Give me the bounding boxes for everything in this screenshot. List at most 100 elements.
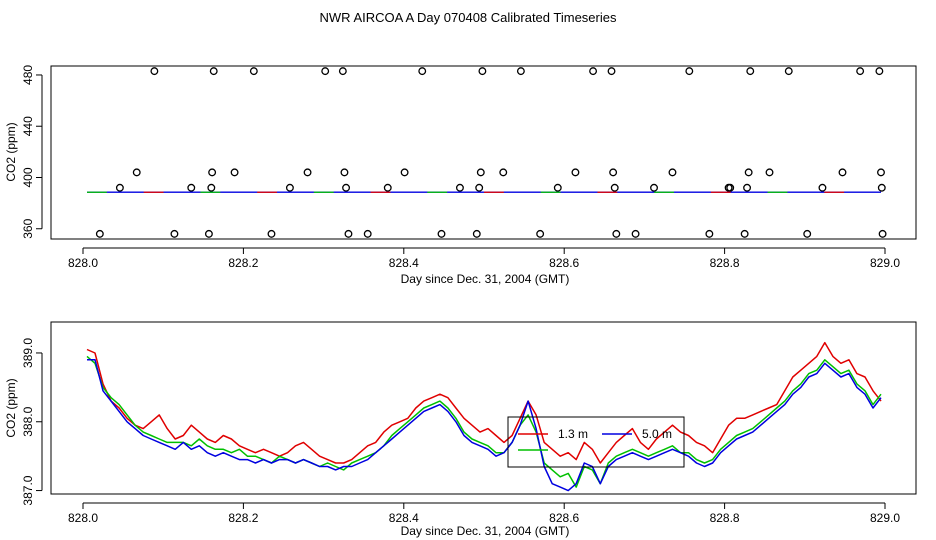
scatter-point xyxy=(784,67,793,76)
scatter-point xyxy=(610,183,619,192)
scatter-point xyxy=(478,67,487,76)
top-y-tick-label: 400 xyxy=(21,167,35,187)
bottom-y-tick-label: 387.0 xyxy=(21,475,35,505)
series-line-green xyxy=(86,355,882,488)
scatter-point xyxy=(187,183,196,192)
top-x-tick-label: 828.2 xyxy=(228,256,258,270)
bottom-panel: 828.0 828.2 828.4 828.6 828.8 829.0 387.0 388.… xyxy=(4,321,917,538)
scatter-point xyxy=(132,168,141,177)
scatter-point xyxy=(740,229,749,238)
top-y-axis-label: CO2 (ppm) xyxy=(4,122,18,181)
bottom-y-tick-label: 388.0 xyxy=(21,406,35,436)
bottom-plot-frame xyxy=(50,321,917,495)
bottom-x-tick-label: 828.6 xyxy=(549,511,579,525)
scatter-point xyxy=(207,183,216,192)
bottom-x-tick-label: 828.8 xyxy=(710,511,740,525)
scatter-point xyxy=(726,183,735,192)
scatter-point xyxy=(437,229,446,238)
scatter-point xyxy=(612,229,621,238)
scatter-point xyxy=(321,67,330,76)
top-y-tick-label: 440 xyxy=(21,116,35,136)
bottom-line-series xyxy=(86,341,882,492)
scatter-point xyxy=(878,229,887,238)
scatter-point xyxy=(803,229,812,238)
scatter-point xyxy=(204,229,213,238)
scatter-point xyxy=(609,168,618,177)
top-scatter-points xyxy=(95,67,887,238)
bottom-x-tick-label: 829.0 xyxy=(870,511,900,525)
bottom-x-tick-label: 828.4 xyxy=(389,511,419,525)
scatter-point xyxy=(685,67,694,76)
scatter-point xyxy=(208,168,217,177)
top-y-tick-label: 360 xyxy=(21,218,35,238)
scatter-point xyxy=(472,229,481,238)
page-title: NWR AIRCOA A Day 070408 Calibrated Times… xyxy=(320,10,617,25)
bottom-x-tick-label: 828.2 xyxy=(228,511,258,525)
scatter-point xyxy=(607,67,616,76)
scatter-point xyxy=(668,168,677,177)
scatter-point xyxy=(743,183,752,192)
scatter-point xyxy=(344,229,353,238)
top-x-tick-label: 829.0 xyxy=(870,256,900,270)
scatter-point xyxy=(342,183,351,192)
scatter-point xyxy=(115,183,124,192)
scatter-point xyxy=(875,67,884,76)
scatter-point xyxy=(856,67,865,76)
series-line-red xyxy=(86,341,882,464)
scatter-point xyxy=(338,67,347,76)
scatter-point xyxy=(631,229,640,238)
scatter-point xyxy=(285,183,294,192)
scatter-point xyxy=(150,67,159,76)
scatter-point xyxy=(267,229,276,238)
top-x-tick-label: 828.4 xyxy=(389,256,419,270)
scatter-point xyxy=(170,229,179,238)
scatter-point xyxy=(230,168,239,177)
scatter-point xyxy=(400,168,409,177)
scatter-point xyxy=(571,168,580,177)
bottom-y-axis-label: CO2 (ppm) xyxy=(4,378,18,437)
legend: 1.3 m 5.0 m xyxy=(507,416,685,468)
legend-box xyxy=(507,416,685,468)
scatter-point xyxy=(340,168,349,177)
scatter-point xyxy=(209,67,218,76)
scatter-point xyxy=(877,183,886,192)
top-y-tick-label: 480 xyxy=(21,65,35,85)
scatter-point xyxy=(475,183,484,192)
top-panel: 828.0 828.2 828.4 828.6 828.8 829.0 360 400 440… xyxy=(4,65,917,286)
scatter-point xyxy=(705,229,714,238)
scatter-point xyxy=(249,67,258,76)
scatter-point xyxy=(746,67,755,76)
top-x-axis: 828.0 828.2 828.4 828.6 828.8 829.0 xyxy=(68,247,900,270)
top-plot-frame xyxy=(50,65,917,240)
scatter-point xyxy=(818,183,827,192)
legend-label-2: 5.0 m xyxy=(642,427,672,441)
top-x-tick-label: 828.8 xyxy=(710,256,740,270)
scatter-point xyxy=(516,67,525,76)
scatter-point xyxy=(838,168,847,177)
scatter-point xyxy=(765,168,774,177)
legend-label-1: 1.3 m xyxy=(558,427,588,441)
scatter-point xyxy=(589,67,598,76)
top-x-tick-label: 828.0 xyxy=(68,256,98,270)
scatter-point xyxy=(499,168,508,177)
scatter-point xyxy=(476,168,485,177)
bottom-x-axis-label: Day since Dec. 31, 2004 (GMT) xyxy=(401,524,570,538)
series-line-blue xyxy=(87,359,882,492)
bottom-x-tick-label: 828.0 xyxy=(68,511,98,525)
scatter-point xyxy=(303,168,312,177)
scatter-point xyxy=(455,183,464,192)
top-x-axis-label: Day since Dec. 31, 2004 (GMT) xyxy=(401,272,570,286)
scatter-point xyxy=(650,183,658,192)
scatter-point xyxy=(363,229,372,238)
top-x-tick-label: 828.6 xyxy=(549,256,579,270)
scatter-point xyxy=(418,67,427,76)
scatter-point xyxy=(95,229,104,238)
bottom-x-axis: 828.0 828.2 828.4 828.6 828.8 829.0 xyxy=(68,502,900,525)
scatter-point xyxy=(536,229,545,238)
bottom-y-axis: 387.0 388.0 389.0 xyxy=(21,338,43,506)
scatter-point xyxy=(553,183,562,192)
scatter-point xyxy=(383,183,392,192)
top-y-axis: 360 400 440 480 xyxy=(21,65,43,239)
scatter-point xyxy=(877,168,885,177)
